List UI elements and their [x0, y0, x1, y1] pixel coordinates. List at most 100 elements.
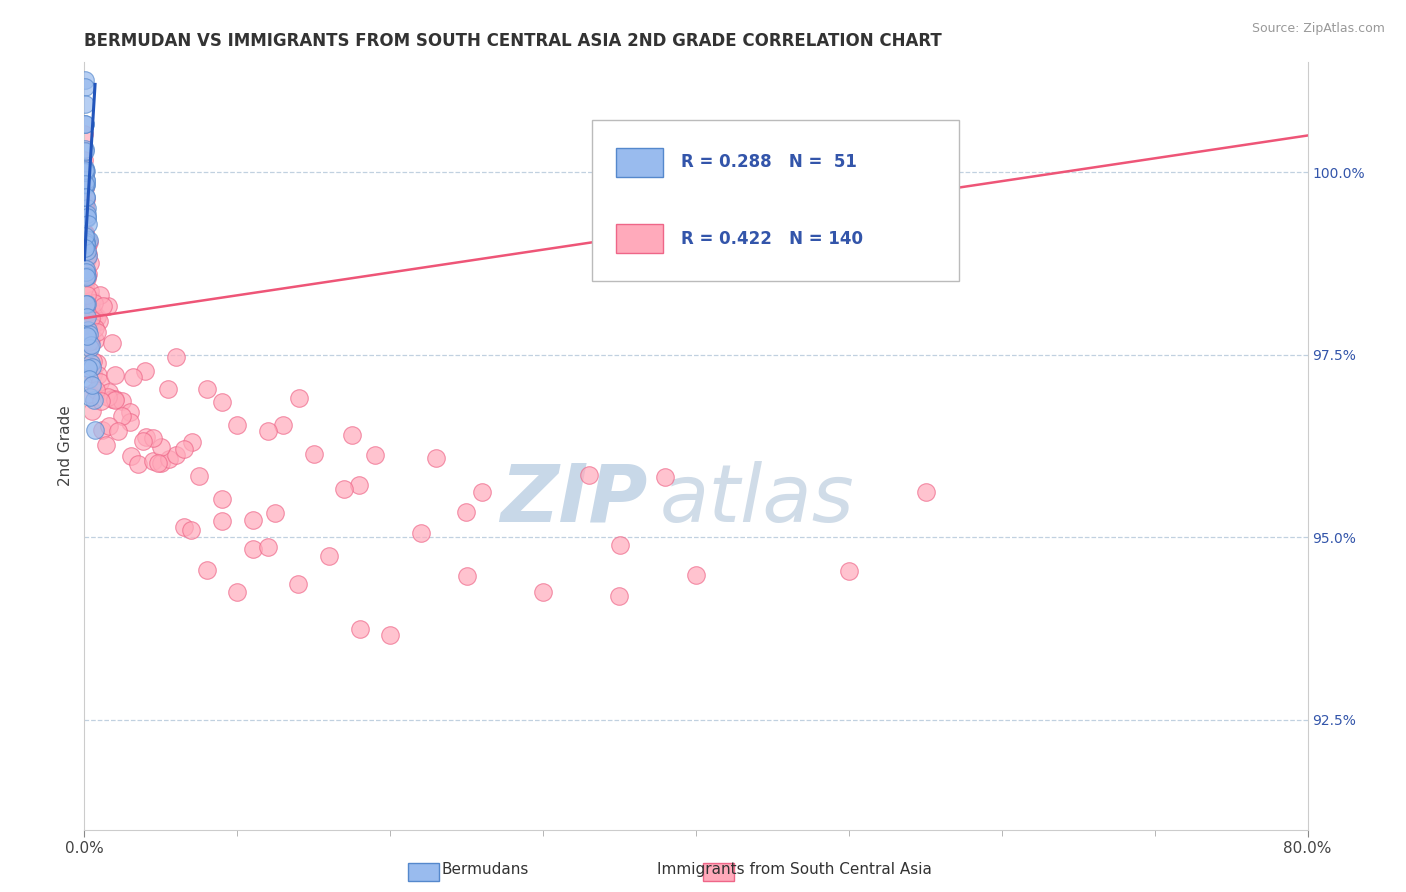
- Point: [531, 585, 554, 599]
- Point: [80, 356, 103, 370]
- Point: [318, 549, 340, 563]
- Bar: [616, 224, 664, 253]
- Point: [75, 189, 97, 203]
- Point: [91, 299, 114, 313]
- Point: [82, 368, 104, 382]
- Point: [76, 249, 98, 263]
- Point: [76, 343, 98, 357]
- Point: [75, 295, 97, 310]
- Point: [97, 384, 120, 399]
- Point: [76, 271, 98, 285]
- Point: [165, 350, 187, 364]
- Point: [211, 514, 233, 528]
- Point: [89, 314, 111, 328]
- Point: [75, 178, 97, 192]
- Point: [76, 238, 98, 252]
- Point: [79, 334, 101, 349]
- Point: [180, 523, 202, 537]
- Text: R = 0.422   N = 140: R = 0.422 N = 140: [682, 230, 863, 248]
- Point: [75, 192, 97, 206]
- Point: [73, 128, 96, 142]
- Point: [77, 361, 100, 376]
- Point: [73, 247, 96, 261]
- Point: [73, 235, 96, 250]
- Point: [73, 228, 96, 243]
- Point: [146, 456, 169, 470]
- Point: [333, 483, 356, 497]
- Point: [226, 584, 249, 599]
- Point: [77, 325, 100, 339]
- Point: [73, 80, 96, 95]
- Point: [242, 513, 264, 527]
- Point: [77, 247, 100, 261]
- Point: [75, 299, 97, 313]
- Point: [75, 208, 97, 222]
- Point: [118, 405, 141, 419]
- Point: [76, 207, 98, 221]
- Text: Source: ZipAtlas.com: Source: ZipAtlas.com: [1251, 22, 1385, 36]
- Point: [111, 394, 134, 409]
- Point: [73, 72, 96, 87]
- Point: [187, 468, 209, 483]
- Point: [75, 206, 97, 220]
- Point: [86, 326, 108, 340]
- Point: [685, 568, 707, 582]
- Point: [75, 172, 97, 186]
- Point: [79, 337, 101, 351]
- Text: Bermudans: Bermudans: [441, 863, 529, 877]
- Point: [211, 395, 233, 409]
- Point: [77, 217, 100, 231]
- Point: [75, 227, 97, 242]
- Point: [76, 296, 98, 310]
- Text: Immigrants from South Central Asia: Immigrants from South Central Asia: [657, 863, 932, 877]
- Point: [104, 368, 127, 382]
- Point: [90, 394, 112, 409]
- Point: [287, 577, 309, 591]
- Point: [97, 418, 120, 433]
- FancyBboxPatch shape: [592, 120, 959, 281]
- Point: [77, 372, 100, 386]
- Point: [83, 320, 105, 334]
- Point: [79, 341, 101, 355]
- Point: [80, 404, 103, 418]
- Point: [75, 246, 97, 260]
- Point: [76, 239, 98, 253]
- Point: [195, 382, 218, 396]
- Point: [82, 354, 104, 368]
- Point: [75, 241, 97, 255]
- Point: [79, 390, 101, 404]
- Text: ZIP: ZIP: [499, 460, 647, 539]
- Point: [77, 235, 100, 250]
- Point: [349, 478, 371, 492]
- Point: [257, 424, 280, 438]
- Point: [75, 117, 97, 131]
- Point: [75, 262, 97, 277]
- Point: [242, 541, 264, 556]
- Point: [226, 417, 249, 432]
- Point: [80, 311, 103, 326]
- Point: [79, 387, 101, 401]
- Point: [838, 564, 860, 578]
- Point: [76, 304, 98, 318]
- Point: [287, 391, 309, 405]
- Point: [76, 269, 98, 284]
- Point: [75, 168, 97, 182]
- Point: [76, 288, 98, 302]
- Point: [73, 196, 96, 211]
- Point: [107, 425, 129, 439]
- Point: [127, 457, 149, 471]
- Point: [79, 256, 101, 270]
- Point: [914, 485, 936, 500]
- Point: [86, 356, 108, 370]
- Point: [76, 318, 98, 332]
- Point: [80, 318, 103, 333]
- Point: [75, 226, 97, 240]
- Point: [456, 505, 478, 519]
- Point: [75, 172, 97, 186]
- Point: [84, 384, 107, 398]
- Text: BERMUDAN VS IMMIGRANTS FROM SOUTH CENTRAL ASIA 2ND GRADE CORRELATION CHART: BERMUDAN VS IMMIGRANTS FROM SOUTH CENTRA…: [84, 32, 942, 50]
- Point: [471, 485, 494, 500]
- Point: [211, 491, 233, 506]
- Point: [75, 144, 97, 158]
- Point: [75, 163, 97, 178]
